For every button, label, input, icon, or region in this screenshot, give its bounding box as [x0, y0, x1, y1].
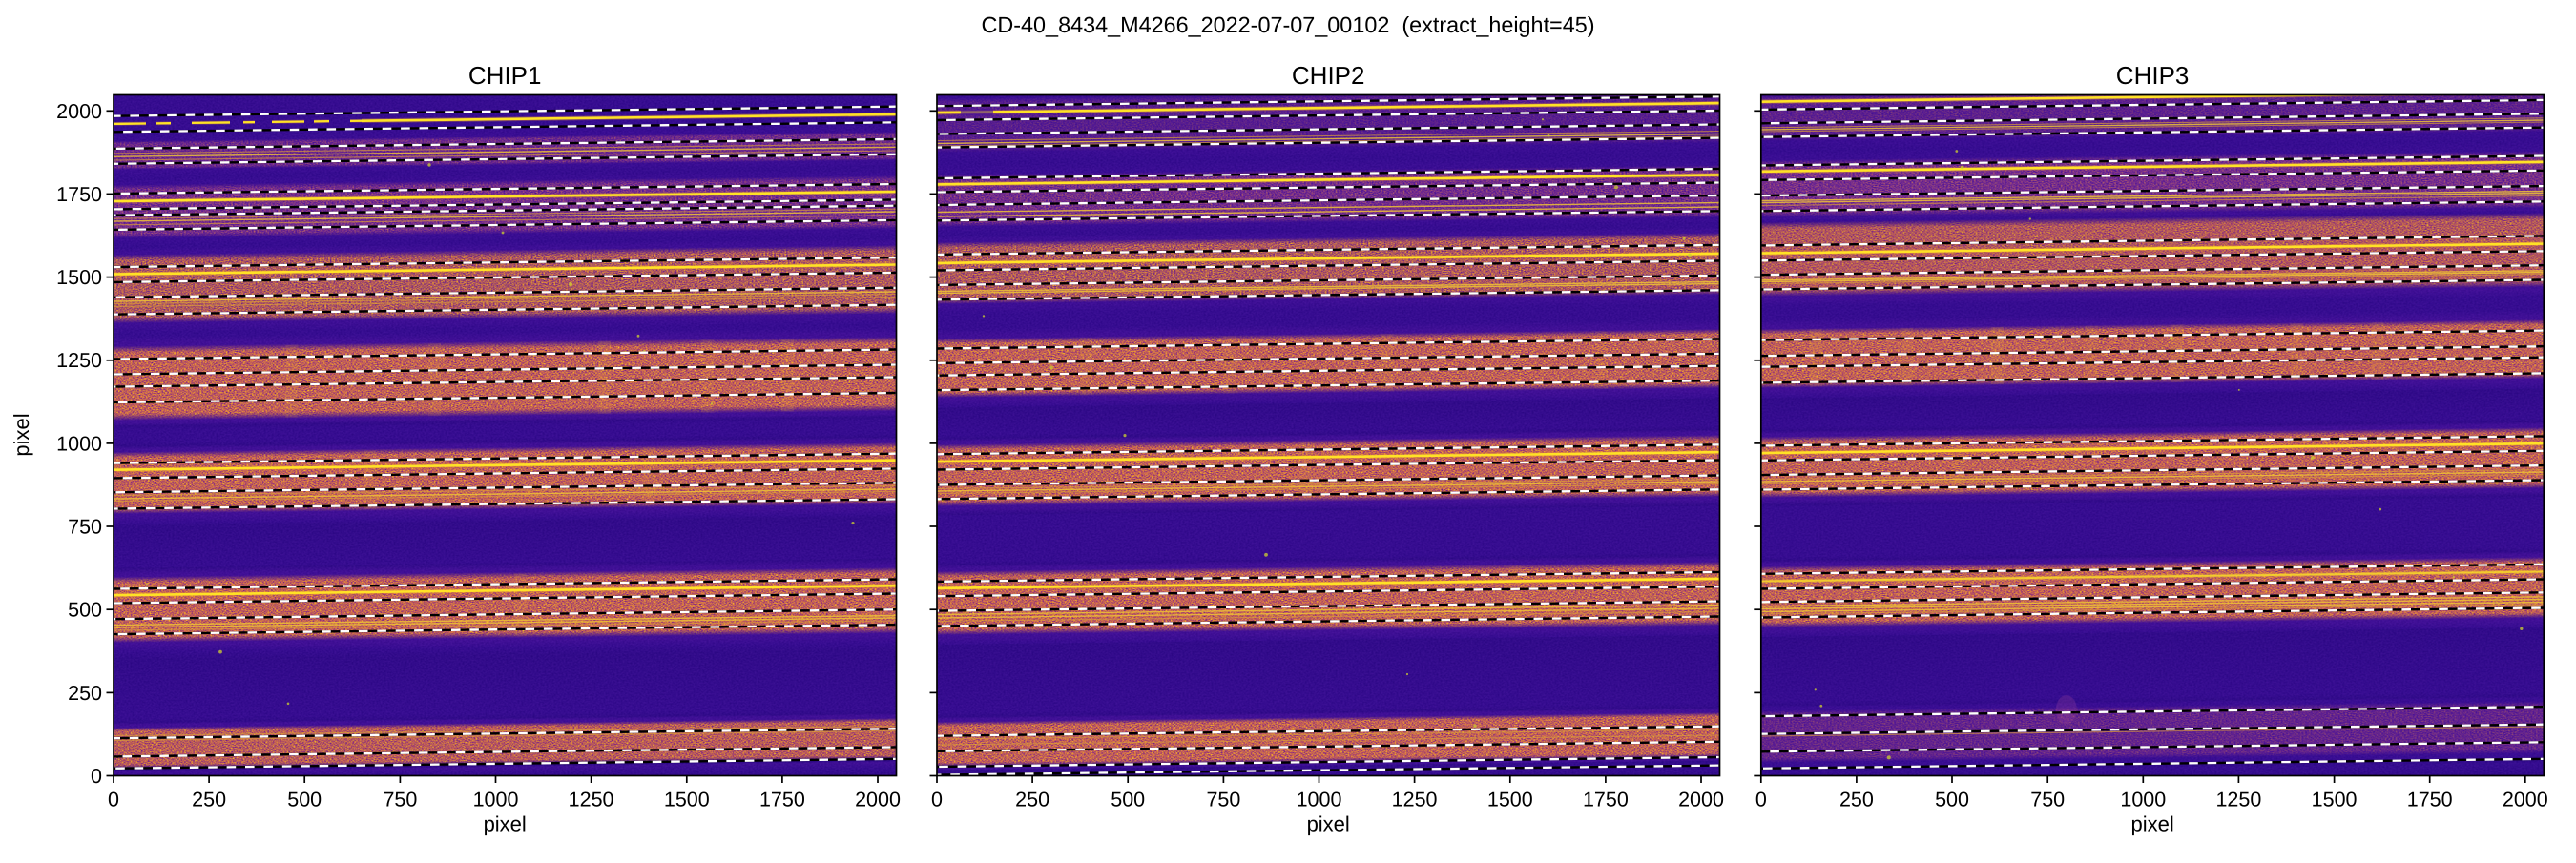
svg-text:pixel: pixel: [2130, 812, 2173, 836]
svg-text:CHIP1: CHIP1: [468, 61, 542, 90]
svg-text:1000: 1000: [56, 432, 102, 455]
svg-text:0: 0: [91, 765, 102, 788]
svg-text:250: 250: [1015, 789, 1049, 812]
svg-text:2000: 2000: [2503, 789, 2548, 812]
svg-text:1500: 1500: [1487, 789, 1533, 812]
svg-text:1000: 1000: [473, 789, 519, 812]
svg-text:1750: 1750: [56, 183, 102, 206]
svg-text:0: 0: [931, 789, 943, 812]
svg-text:500: 500: [287, 789, 322, 812]
svg-text:CD-40_8434_M4266_2022-07-07_00: CD-40_8434_M4266_2022-07-07_00102 (extra…: [981, 12, 1594, 37]
svg-text:pixel: pixel: [484, 812, 527, 836]
svg-text:2000: 2000: [1678, 789, 1724, 812]
svg-text:CHIP2: CHIP2: [1292, 61, 1365, 90]
svg-text:pixel: pixel: [10, 413, 33, 456]
svg-text:1250: 1250: [569, 789, 614, 812]
svg-text:CHIP3: CHIP3: [2116, 61, 2190, 90]
svg-text:750: 750: [383, 789, 417, 812]
svg-text:2000: 2000: [855, 789, 901, 812]
svg-text:1000: 1000: [2120, 789, 2166, 812]
svg-text:1500: 1500: [56, 266, 102, 289]
svg-text:1250: 1250: [2215, 789, 2261, 812]
svg-text:250: 250: [1839, 789, 1874, 812]
svg-text:750: 750: [2030, 789, 2065, 812]
svg-text:250: 250: [68, 682, 102, 705]
svg-text:1500: 1500: [664, 789, 710, 812]
svg-text:0: 0: [1755, 789, 1767, 812]
svg-text:2000: 2000: [56, 100, 102, 123]
svg-text:750: 750: [68, 516, 102, 539]
svg-text:1000: 1000: [1297, 789, 1342, 812]
svg-text:1750: 1750: [2407, 789, 2453, 812]
svg-text:1250: 1250: [56, 349, 102, 372]
svg-text:750: 750: [1206, 789, 1240, 812]
svg-text:pixel: pixel: [1307, 812, 1350, 836]
svg-text:1250: 1250: [1392, 789, 1438, 812]
svg-text:500: 500: [1111, 789, 1145, 812]
svg-text:1750: 1750: [1583, 789, 1629, 812]
svg-text:500: 500: [68, 599, 102, 622]
svg-text:1500: 1500: [2312, 789, 2358, 812]
svg-text:0: 0: [108, 789, 119, 812]
svg-text:500: 500: [1935, 789, 1969, 812]
svg-text:250: 250: [192, 789, 226, 812]
svg-text:1750: 1750: [759, 789, 805, 812]
